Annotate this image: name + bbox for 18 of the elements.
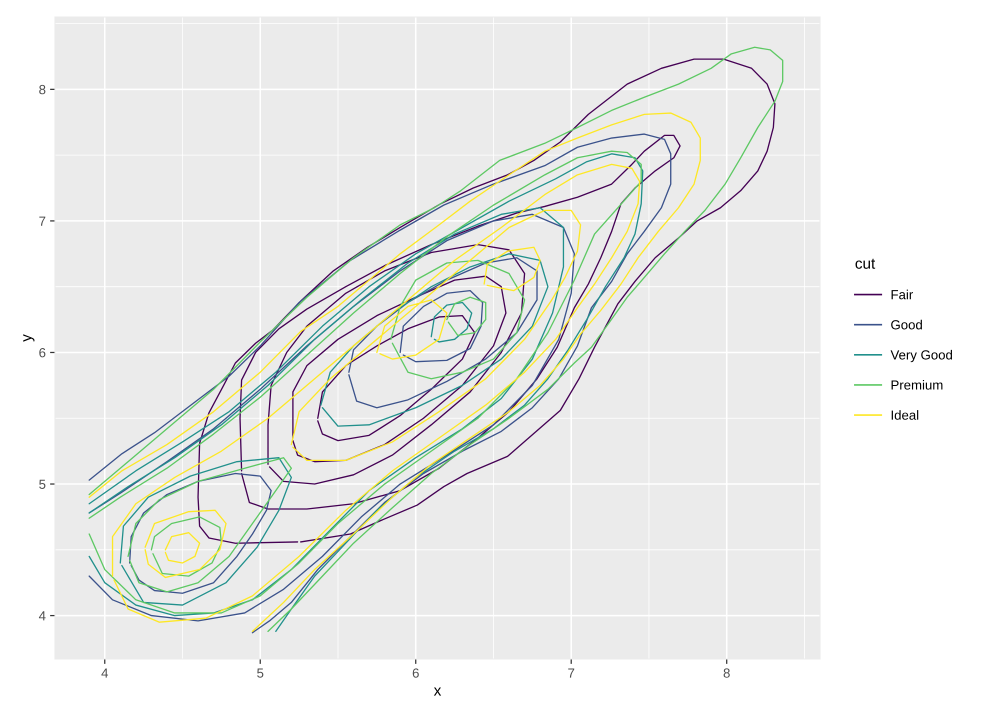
x-tick-label: 4 <box>101 668 108 678</box>
y-tick-label: 5 <box>39 480 46 489</box>
x-tick-label: 8 <box>724 668 730 678</box>
y-tick-label: 7 <box>39 216 46 226</box>
y-tick-label: 4 <box>38 611 46 620</box>
legend-title: cut <box>856 258 876 269</box>
y-tick-label: 8 <box>39 84 46 94</box>
legend-label: Ideal <box>892 410 918 420</box>
y-tick-label: 6 <box>39 348 46 358</box>
x-tick-label: 5 <box>257 668 264 678</box>
legend-label: Premium <box>892 380 942 390</box>
legend-label: Good <box>891 320 922 330</box>
x-tick-label: 7 <box>568 668 574 678</box>
x-axis-title: x <box>434 687 442 696</box>
y-axis-title: y <box>23 334 34 342</box>
legend-label: Fair <box>892 290 914 300</box>
x-tick-label: 6 <box>412 668 419 678</box>
legend-label: Very Good <box>890 350 952 362</box>
